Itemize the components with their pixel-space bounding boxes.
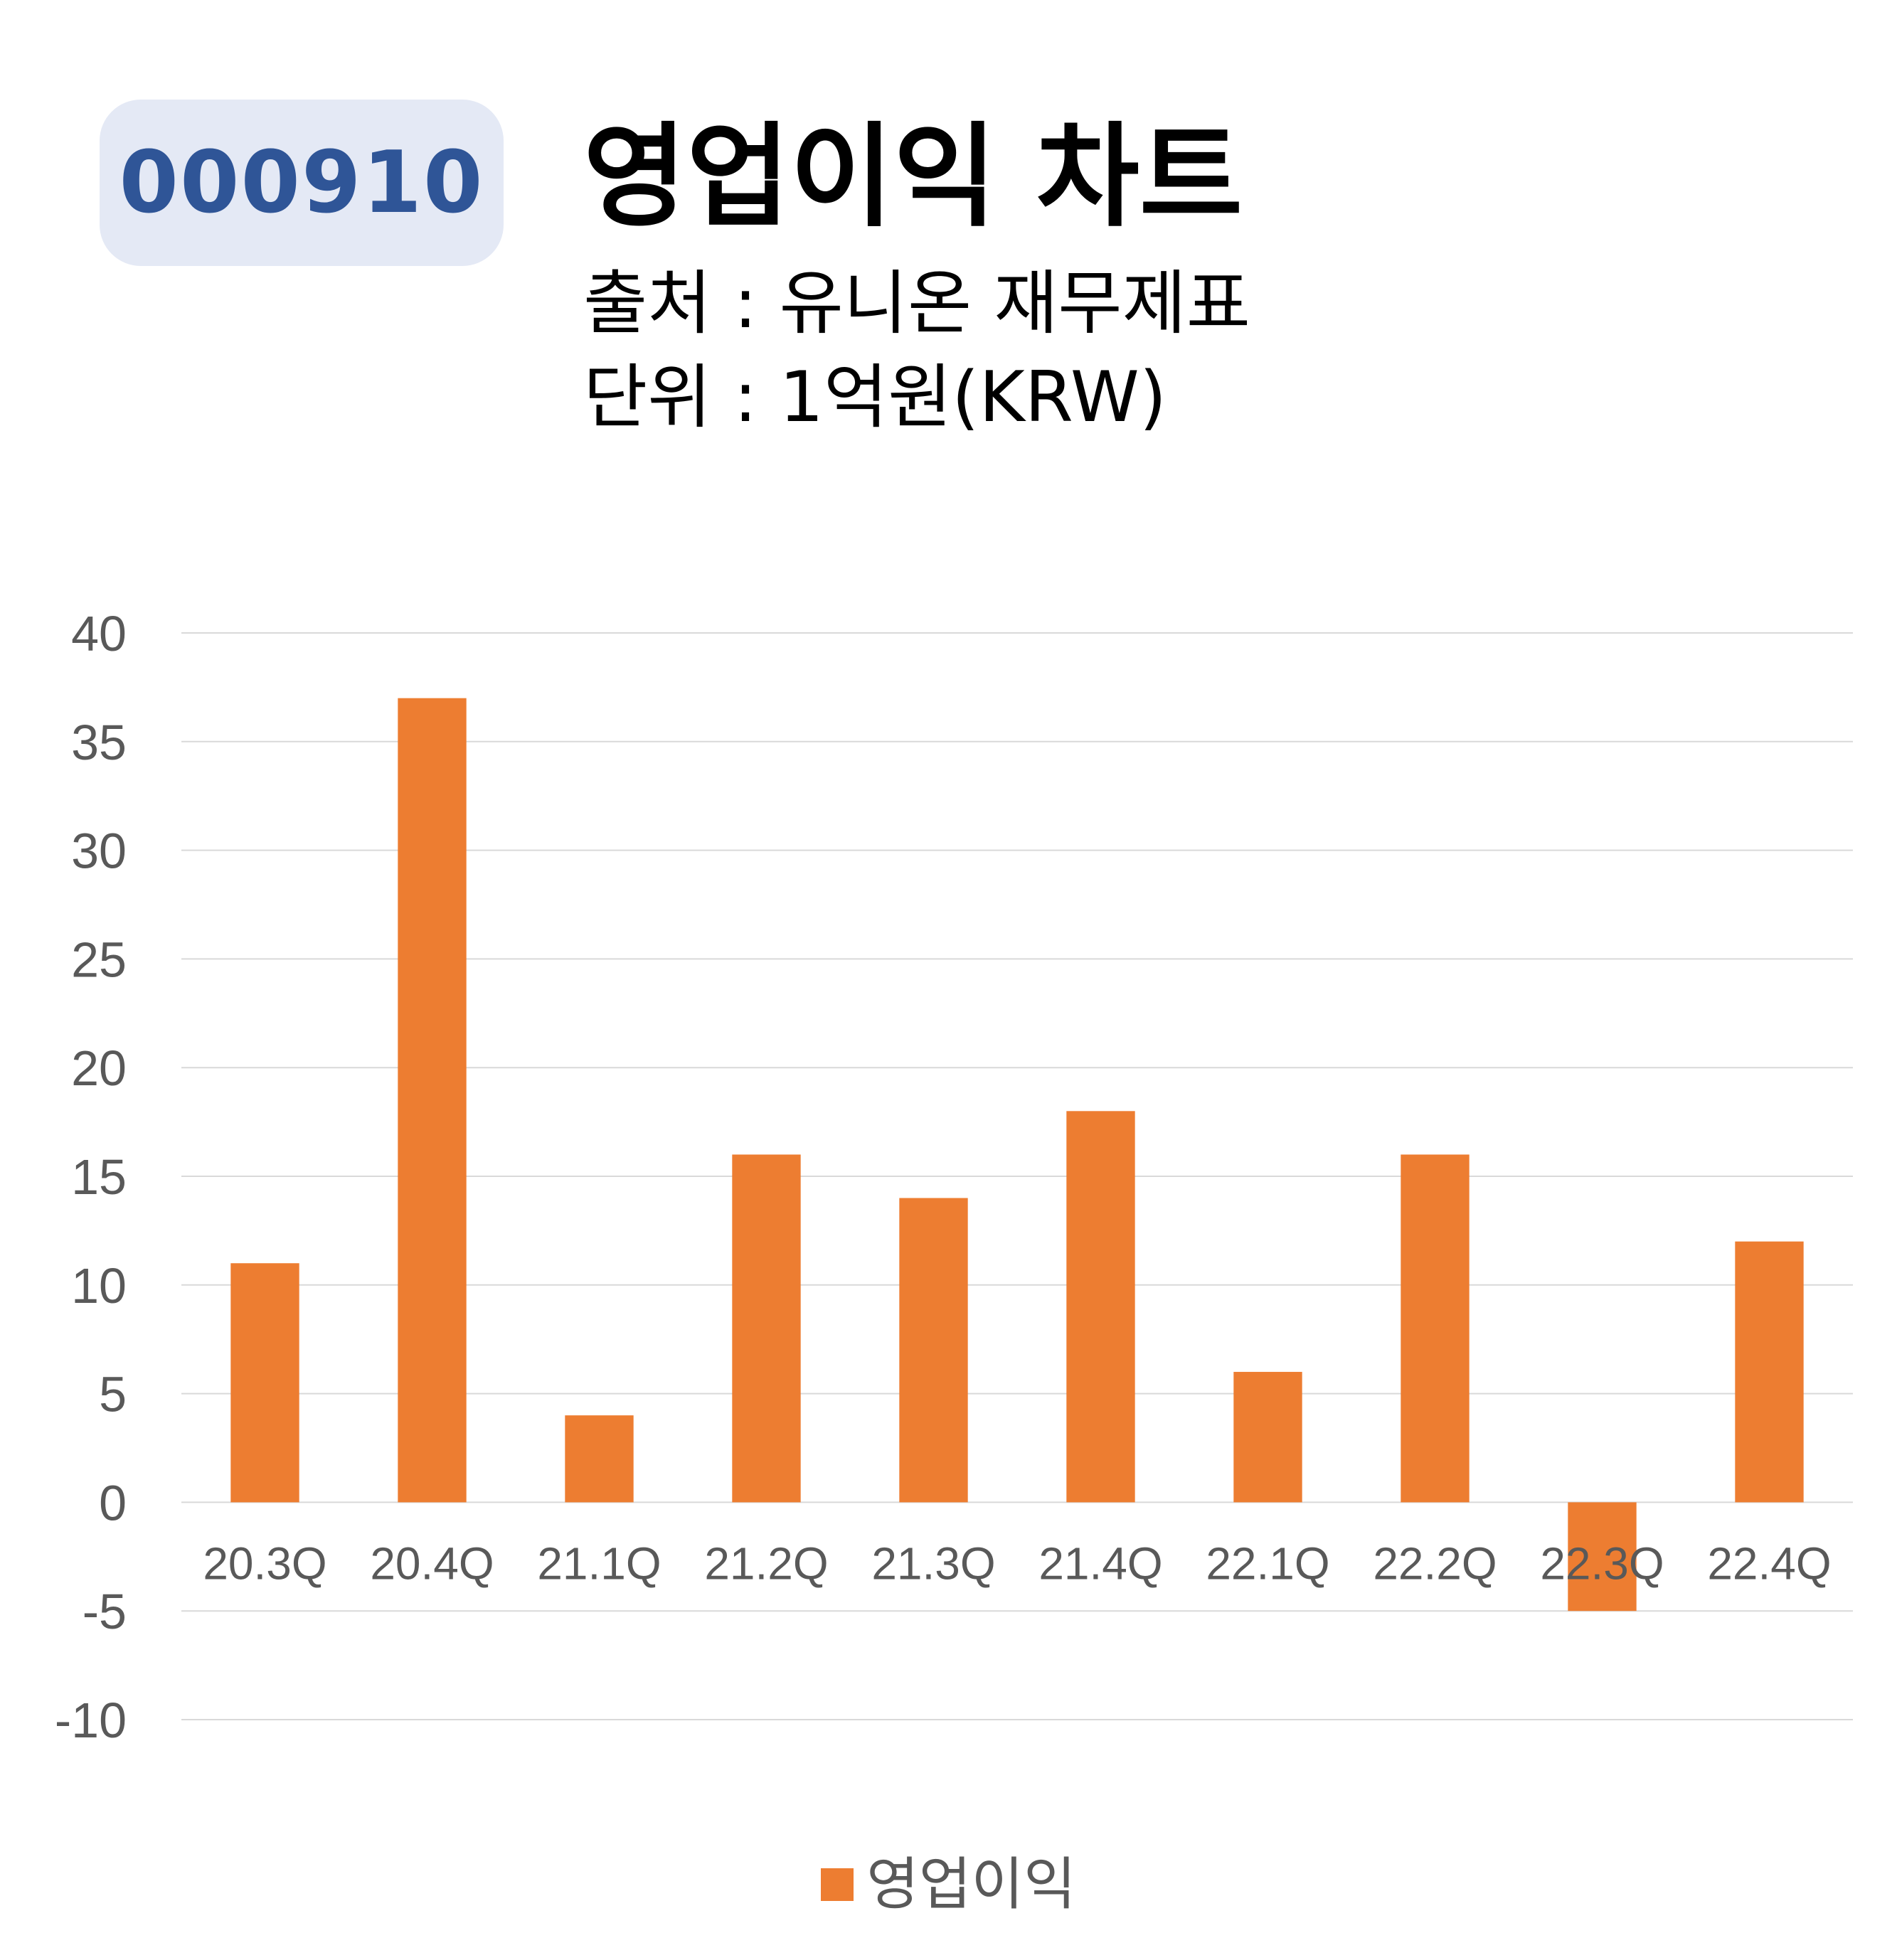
x-tick-label: 21.1Q bbox=[537, 1538, 661, 1589]
x-tick-label: 22.4Q bbox=[1707, 1538, 1831, 1589]
ticker-code: 000910 bbox=[119, 133, 484, 233]
bar bbox=[1735, 1241, 1804, 1503]
x-tick-label: 22.2Q bbox=[1373, 1538, 1497, 1589]
bar bbox=[899, 1198, 968, 1503]
chart-title: 영업이익 차트 bbox=[583, 112, 1243, 243]
y-tick-label: 15 bbox=[71, 1149, 127, 1205]
y-tick-label: 40 bbox=[71, 606, 127, 661]
x-tick-label: 20.4Q bbox=[370, 1538, 494, 1589]
y-tick-label: 5 bbox=[99, 1367, 127, 1422]
legend-label: 영업이익 bbox=[866, 1851, 1076, 1917]
y-tick-label: 10 bbox=[71, 1258, 127, 1314]
y-tick-label: -5 bbox=[83, 1584, 127, 1639]
bar bbox=[1066, 1111, 1135, 1503]
bar bbox=[1401, 1154, 1470, 1503]
y-tick-label: 35 bbox=[71, 715, 127, 770]
y-tick-label: 20 bbox=[71, 1040, 127, 1096]
bar bbox=[732, 1154, 801, 1503]
bar bbox=[565, 1415, 634, 1503]
legend: 영업이익 bbox=[0, 1856, 1897, 1913]
x-tick-label: 21.4Q bbox=[1038, 1538, 1162, 1589]
source-text: 출처 : 유니온 재무제표 bbox=[583, 263, 1250, 344]
x-tick-label: 22.1Q bbox=[1206, 1538, 1329, 1589]
y-tick-label: 25 bbox=[71, 932, 127, 987]
y-tick-label: -10 bbox=[55, 1693, 127, 1748]
bar bbox=[1233, 1372, 1302, 1503]
x-tick-label: 22.3Q bbox=[1540, 1538, 1664, 1589]
ticker-badge: 000910 bbox=[100, 100, 504, 266]
bar bbox=[230, 1263, 299, 1503]
bar bbox=[1568, 1502, 1637, 1612]
x-tick-label: 20.3Q bbox=[203, 1538, 326, 1589]
y-tick-label: 30 bbox=[71, 824, 127, 879]
bar bbox=[398, 698, 467, 1503]
legend-swatch bbox=[821, 1868, 854, 1901]
unit-text: 단위 : 1억원(KRW) bbox=[583, 357, 1167, 438]
x-tick-label: 21.3Q bbox=[871, 1538, 995, 1589]
x-tick-label: 21.2Q bbox=[704, 1538, 828, 1589]
y-tick-label: 0 bbox=[99, 1475, 127, 1530]
